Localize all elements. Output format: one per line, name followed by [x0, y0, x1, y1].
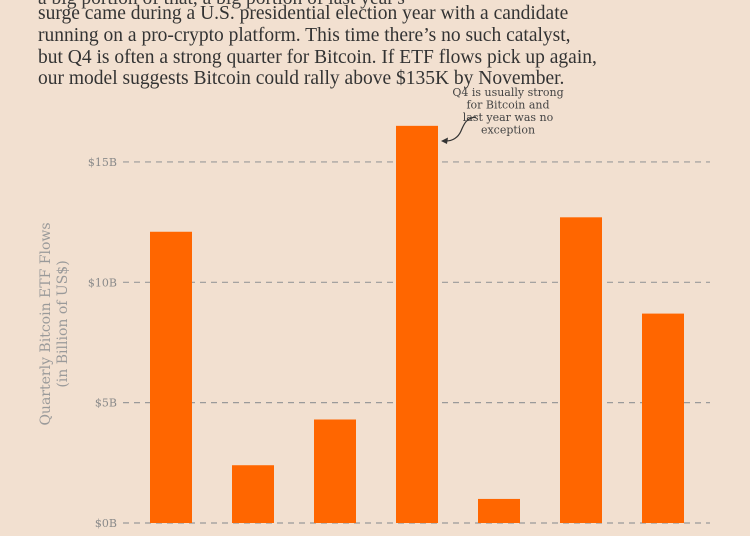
y-axis-label-line: (in Billion of US$) — [55, 260, 71, 387]
y-tick-label: $15B — [88, 156, 117, 169]
annotation-text-line: Q4 is usually strong — [452, 86, 563, 99]
bar-q5 — [478, 498, 520, 523]
annotation-text-line: for Bitcoin and — [466, 99, 549, 112]
y-axis-label: Quarterly Bitcoin ETF Flows (in Billion o… — [38, 222, 71, 425]
bar-q3 — [314, 419, 356, 523]
bars — [150, 125, 684, 524]
annotation-text-line: last year was no — [463, 111, 554, 124]
intro-line: our model suggests Bitcoin could rally a… — [38, 68, 565, 90]
intro-paragraph: surge came during a U.S. presidential el… — [38, 3, 718, 90]
y-tick-labels: $0B $5B $10B $15B — [88, 156, 117, 530]
intro-cropped-line: a big portion of that, a big portion of … — [38, 0, 405, 10]
bar-q6 — [560, 217, 602, 523]
grid-lines — [123, 161, 710, 524]
annotation-text-line: exception — [481, 124, 535, 137]
bar-q4 — [396, 125, 438, 523]
bar-q1 — [150, 231, 192, 524]
y-tick-label: $0B — [95, 517, 117, 530]
arrowhead-icon — [441, 137, 448, 144]
y-tick-label: $10B — [88, 276, 117, 289]
bar-q7 — [642, 313, 684, 523]
intro-line: but Q4 is often a strong quarter for Bit… — [38, 46, 597, 68]
bar-q2 — [232, 465, 274, 523]
annotation-arrow — [445, 116, 477, 142]
intro-line: surge came during a U.S. presidential el… — [38, 3, 569, 24]
y-tick-label: $5B — [95, 397, 117, 410]
intro-line: running on a pro-crypto platform. This t… — [38, 24, 571, 46]
y-axis-label-line: Quarterly Bitcoin ETF Flows — [38, 222, 54, 425]
